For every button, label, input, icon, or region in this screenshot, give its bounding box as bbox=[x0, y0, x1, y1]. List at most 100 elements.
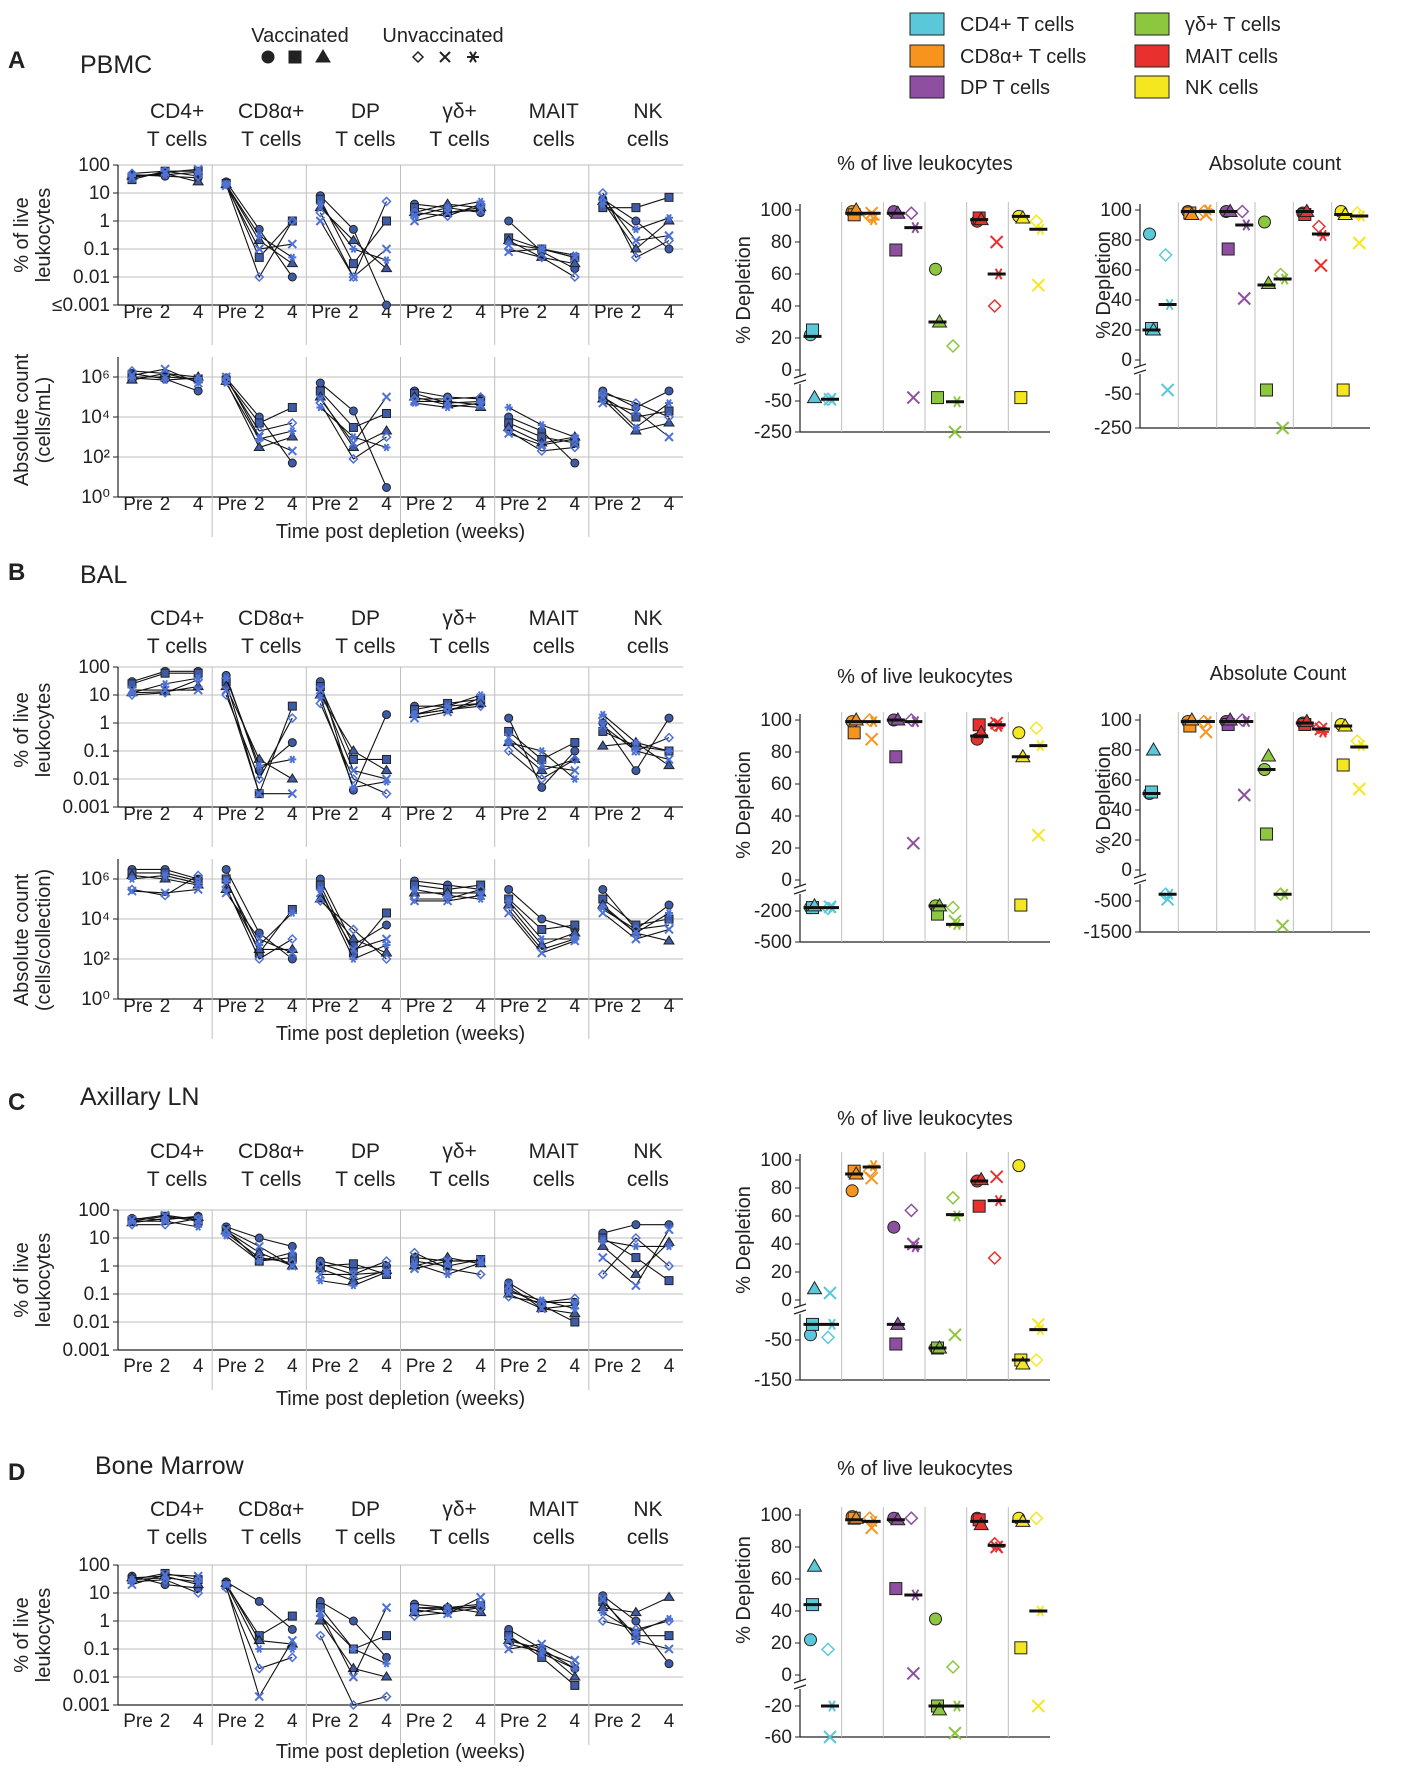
subset-header: CD4+ T cells bbox=[147, 1498, 207, 1549]
legend-vacc-square bbox=[288, 50, 302, 64]
data-point bbox=[598, 902, 607, 911]
x-tick-label: Pre bbox=[217, 1356, 247, 1377]
data-point bbox=[570, 765, 580, 776]
data-point bbox=[664, 1659, 674, 1669]
data-point bbox=[631, 1220, 641, 1230]
x-tick-label: Pre bbox=[500, 1356, 530, 1377]
data-point bbox=[254, 1241, 264, 1252]
y-tick-label: 40 bbox=[771, 806, 792, 827]
depletion-point-vaccinated bbox=[1221, 242, 1235, 256]
depletion-chart-D-dep-pct: % of live leukocytes 100 80 60 40 20 0 -20 -60 % … bbox=[733, 1458, 1050, 1748]
y-tick-label: 100 bbox=[760, 710, 792, 731]
x-tick-label: 4 bbox=[475, 1711, 486, 1732]
depletion-chart-title: Absolute Count bbox=[1210, 663, 1347, 685]
x-tick-label: 2 bbox=[442, 1356, 453, 1377]
data-point bbox=[193, 884, 203, 895]
legend-swatch-CD4 bbox=[909, 12, 945, 36]
y-tick-label: -50 bbox=[765, 391, 792, 412]
data-point bbox=[381, 196, 392, 207]
axis-break bbox=[793, 889, 807, 895]
y-tick-label: 80 bbox=[771, 1537, 792, 1558]
data-point bbox=[443, 1603, 452, 1612]
depletion-point-unvaccinated bbox=[945, 900, 961, 915]
depletion-point-vaccinated bbox=[1260, 748, 1277, 762]
data-point bbox=[664, 386, 674, 396]
y-tick-label: 0.1 bbox=[84, 741, 110, 762]
data-point bbox=[382, 920, 391, 930]
depletion-point-vaccinated bbox=[1014, 391, 1028, 405]
y-axis-label: % of liveleukocytes bbox=[11, 683, 55, 778]
data-point bbox=[537, 245, 546, 253]
data-point bbox=[161, 376, 170, 385]
data-point bbox=[665, 1614, 673, 1623]
y-tick-label: 60 bbox=[771, 264, 792, 285]
data-point bbox=[568, 1671, 581, 1681]
y-tick-label: -250 bbox=[754, 422, 792, 443]
data-point bbox=[665, 1242, 673, 1251]
x-tick-label: 2 bbox=[536, 494, 547, 515]
data-point bbox=[504, 403, 513, 412]
subset-header: NK cells bbox=[627, 607, 669, 658]
legend-unvaccinated-label: Unvaccinated bbox=[382, 25, 503, 47]
data-point bbox=[663, 1236, 675, 1246]
legend-label-DP: DP T cells bbox=[960, 77, 1050, 99]
data-point bbox=[349, 1645, 358, 1653]
x-tick-label: Pre bbox=[217, 1711, 247, 1732]
y-axis-label: % Depletion bbox=[1093, 231, 1115, 339]
y-tick-label: 10⁶ bbox=[81, 869, 110, 890]
data-point bbox=[570, 738, 580, 748]
data-point bbox=[315, 394, 326, 404]
data-point bbox=[630, 397, 641, 409]
y-axis-label: % Depletion bbox=[733, 236, 755, 344]
line-chart-A-pct: 100 10 1 0.1 0.01 ≤0.001 % of liveleukocytes Pr… bbox=[11, 155, 683, 345]
data-point bbox=[536, 773, 547, 785]
data-point bbox=[254, 271, 265, 283]
depletion-point-vaccinated bbox=[1012, 726, 1026, 740]
x-tick-label: 2 bbox=[631, 1356, 642, 1377]
data-point bbox=[287, 1611, 297, 1621]
data-point bbox=[127, 886, 137, 896]
data-point bbox=[443, 203, 452, 212]
data-point bbox=[348, 1672, 359, 1682]
data-point bbox=[382, 482, 391, 492]
data-point bbox=[381, 431, 392, 443]
data-point bbox=[631, 1253, 641, 1263]
data-point bbox=[288, 1645, 297, 1653]
x-tick-label: Pre bbox=[312, 494, 342, 515]
y-axis-label: % Depletion bbox=[733, 1536, 755, 1644]
y-tick-label: 100 bbox=[760, 1505, 792, 1526]
y-tick-label: 20 bbox=[771, 838, 792, 859]
x-tick-label: Pre bbox=[406, 494, 436, 515]
depletion-point-vaccinated bbox=[929, 1612, 942, 1626]
depletion-point-vaccinated bbox=[889, 243, 903, 257]
data-point bbox=[255, 761, 264, 770]
data-point bbox=[475, 391, 486, 403]
y-tick-label: 100 bbox=[760, 1150, 792, 1171]
data-point bbox=[442, 1609, 453, 1619]
panel-title-A: PBMC bbox=[80, 51, 152, 79]
data-point bbox=[475, 701, 486, 712]
y-tick-label: 0 bbox=[781, 1665, 792, 1686]
data-point bbox=[598, 200, 607, 209]
data-point bbox=[254, 934, 264, 944]
data-point bbox=[127, 1579, 137, 1590]
data-point bbox=[503, 1291, 514, 1302]
data-point bbox=[537, 747, 546, 755]
y-tick-label: 10⁰ bbox=[81, 989, 110, 1010]
y-tick-label: 40 bbox=[771, 1234, 792, 1255]
data-point bbox=[255, 434, 264, 443]
data-point bbox=[253, 943, 266, 953]
data-point bbox=[254, 773, 265, 785]
data-point bbox=[503, 732, 514, 743]
data-point bbox=[631, 738, 640, 747]
data-point bbox=[504, 1287, 513, 1296]
subset-header: MAIT cells bbox=[529, 1140, 579, 1191]
data-point bbox=[382, 908, 391, 918]
x-tick-label: Pre bbox=[406, 996, 436, 1017]
y-tick-label: -500 bbox=[754, 932, 792, 953]
data-point bbox=[348, 453, 359, 464]
y-axis-label: Absolute count(cells/mL) bbox=[11, 353, 55, 486]
axis-break bbox=[793, 883, 807, 889]
subject-line bbox=[132, 1217, 199, 1226]
subject-line bbox=[414, 888, 481, 900]
